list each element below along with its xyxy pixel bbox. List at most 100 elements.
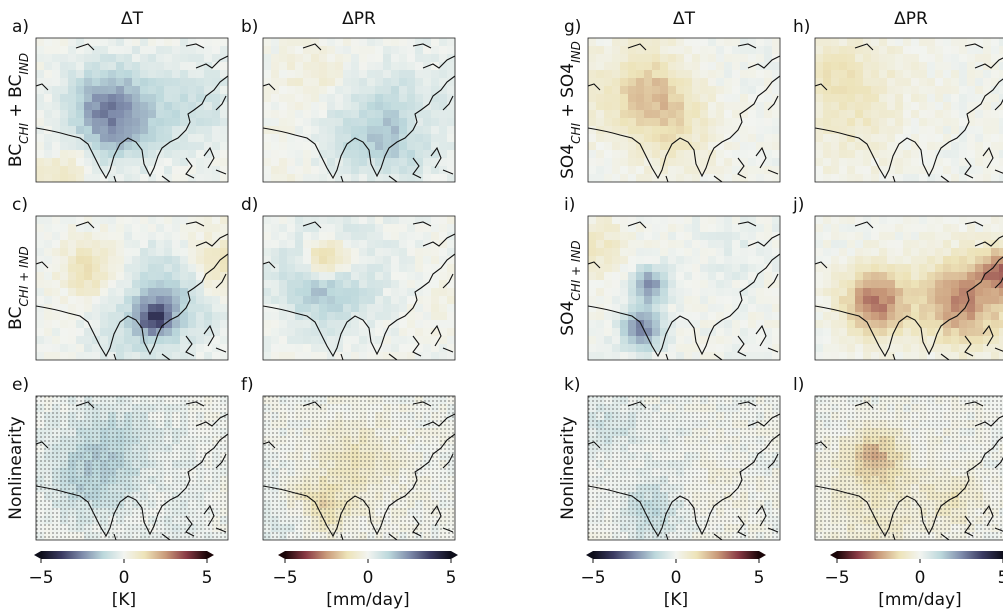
- map-cell: [919, 248, 928, 257]
- map-cell: [636, 312, 645, 321]
- map-cell: [359, 328, 368, 337]
- map-cell: [92, 328, 101, 337]
- map-cell: [764, 288, 773, 297]
- map-cell: [359, 304, 368, 313]
- map-cell: [991, 256, 1000, 265]
- map-cell: [140, 304, 149, 313]
- map-cell: [367, 70, 376, 79]
- map-cell: [684, 142, 693, 151]
- map-cell: [367, 240, 376, 249]
- map-cell: [700, 280, 709, 289]
- map-cell: [895, 94, 904, 103]
- map-cell: [52, 264, 61, 273]
- map-cell: [279, 46, 288, 55]
- map-cell: [668, 320, 677, 329]
- map-cell: [100, 232, 109, 241]
- map-cell: [76, 166, 85, 175]
- map-cell: [943, 86, 952, 95]
- map-cell: [724, 110, 733, 119]
- map-cell: [895, 224, 904, 233]
- map-cell: [391, 54, 400, 63]
- map-cell: [692, 102, 701, 111]
- panel-border: [262, 395, 456, 541]
- map-cell: [708, 304, 717, 313]
- map-cell: [271, 352, 280, 360]
- map-cell: [76, 232, 85, 241]
- map-cell: [196, 134, 205, 143]
- map-cell: [927, 110, 936, 119]
- map-cell: [415, 46, 424, 55]
- map-cell: [871, 232, 880, 241]
- map-cell: [156, 272, 165, 281]
- map-cell: [927, 264, 936, 273]
- map-cell: [879, 54, 888, 63]
- map-cell: [375, 62, 384, 71]
- map-cell: [60, 150, 69, 159]
- map-cell: [700, 336, 709, 345]
- map-cell: [668, 312, 677, 321]
- map-cell: [895, 320, 904, 329]
- map-cell: [951, 216, 960, 225]
- map-cell: [975, 328, 984, 337]
- map-cell: [311, 280, 320, 289]
- map-cell: [287, 264, 296, 273]
- map-cell: [855, 78, 864, 87]
- map-cell: [676, 78, 685, 87]
- map-cell: [156, 352, 165, 360]
- map-cell: [423, 118, 432, 127]
- map-cell: [319, 70, 328, 79]
- map-cell: [839, 328, 848, 337]
- map-cell: [60, 264, 69, 273]
- map-cell: [903, 54, 912, 63]
- map-cell: [164, 336, 173, 345]
- map-cell: [84, 142, 93, 151]
- map-cell: [823, 174, 832, 182]
- map-cell: [263, 110, 272, 119]
- map-cell: [359, 134, 368, 143]
- map-cell: [132, 240, 141, 249]
- map-cell: [911, 62, 920, 71]
- map-cell: [124, 240, 133, 249]
- map-cell: [708, 86, 717, 95]
- map-cell: [676, 126, 685, 135]
- map-cell: [180, 102, 189, 111]
- map-cell: [156, 118, 165, 127]
- map-cell: [668, 62, 677, 71]
- map-cell: [684, 248, 693, 257]
- map-cell: [772, 288, 780, 297]
- map-cell: [935, 232, 944, 241]
- map-cell: [919, 102, 928, 111]
- map-cell: [967, 240, 976, 249]
- map-cell: [84, 256, 93, 265]
- map-cell: [668, 94, 677, 103]
- map-cell: [756, 296, 765, 305]
- map-cell: [903, 264, 912, 273]
- map-cell: [772, 94, 780, 103]
- map-cell: [212, 232, 221, 241]
- map-cell: [927, 224, 936, 233]
- map-cell: [604, 280, 613, 289]
- map-cell: [383, 94, 392, 103]
- map-cell: [636, 142, 645, 151]
- map-cell: [895, 232, 904, 241]
- map-cell: [612, 62, 621, 71]
- map-cell: [407, 174, 416, 182]
- map-cell: [60, 344, 69, 353]
- map-cell: [943, 224, 952, 233]
- map-cell: [588, 328, 597, 337]
- map-cell: [279, 296, 288, 305]
- map-cell: [335, 102, 344, 111]
- map-cell: [180, 126, 189, 135]
- map-cell: [935, 134, 944, 143]
- map-cell: [148, 216, 157, 225]
- map-cell: [935, 312, 944, 321]
- map-cell: [879, 38, 888, 47]
- map-cell: [172, 216, 181, 225]
- map-cell: [327, 240, 336, 249]
- map-cell: [927, 174, 936, 182]
- map-cell: [887, 352, 896, 360]
- map-cell: [708, 70, 717, 79]
- map-cell: [983, 174, 992, 182]
- map-cell: [612, 288, 621, 297]
- map-cell: [423, 224, 432, 233]
